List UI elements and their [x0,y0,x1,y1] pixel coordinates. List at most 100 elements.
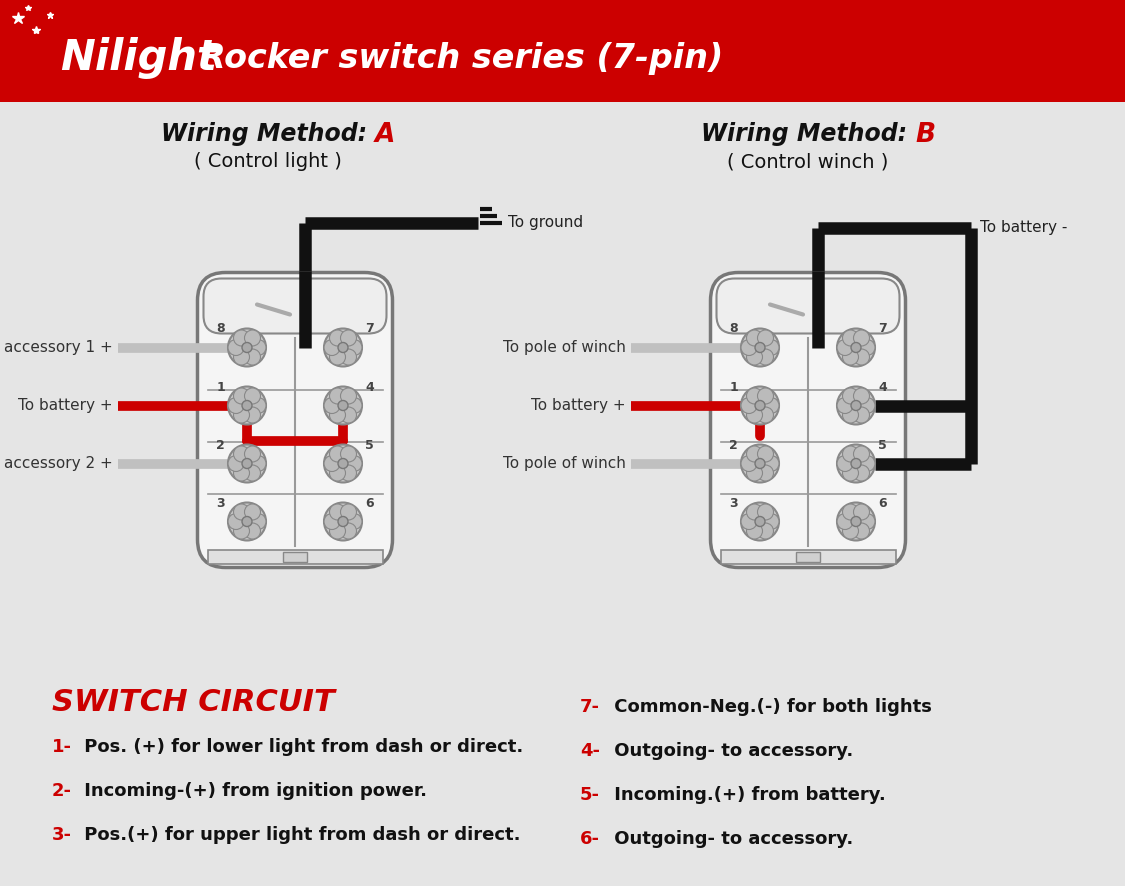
Circle shape [228,502,266,540]
Circle shape [747,523,763,539]
Circle shape [346,455,362,471]
Circle shape [330,388,345,404]
Circle shape [346,339,362,355]
Circle shape [324,445,362,483]
Circle shape [244,388,261,404]
Circle shape [854,330,870,346]
Text: 4: 4 [364,380,374,393]
Circle shape [747,465,763,481]
Circle shape [234,388,250,404]
Text: To battery +: To battery + [531,398,626,413]
Text: 8: 8 [216,323,225,336]
Circle shape [741,514,757,530]
Circle shape [234,523,250,539]
Text: To battery -: To battery - [981,220,1068,235]
Circle shape [228,339,244,355]
Text: Incoming.(+) from battery.: Incoming.(+) from battery. [608,786,885,804]
Circle shape [324,502,362,540]
Text: 2: 2 [216,439,225,452]
Circle shape [228,329,266,367]
Circle shape [757,330,774,346]
Circle shape [843,407,858,423]
Circle shape [330,523,345,539]
Text: 7-: 7- [580,698,600,716]
Circle shape [330,330,345,346]
Text: 5-: 5- [580,786,600,804]
Bar [796,551,820,562]
Circle shape [837,329,875,367]
FancyBboxPatch shape [717,278,900,333]
Circle shape [843,330,858,346]
Text: B: B [915,122,935,148]
Text: A: A [375,122,395,148]
Circle shape [242,343,252,353]
Text: Wiring Method:: Wiring Method: [161,122,376,146]
Text: 8: 8 [729,323,738,336]
Circle shape [741,339,757,355]
Bar [720,549,896,563]
Circle shape [324,386,362,424]
Circle shape [741,386,778,424]
Text: 5: 5 [364,439,374,452]
Text: 3: 3 [216,496,225,509]
Circle shape [242,400,252,410]
Circle shape [850,343,861,353]
Circle shape [763,339,778,355]
Text: Nilight: Nilight [60,37,217,79]
Circle shape [244,349,261,365]
Circle shape [250,339,266,355]
Circle shape [755,343,765,353]
Text: Pos.(+) for upper light from dash or direct.: Pos.(+) for upper light from dash or dir… [78,826,521,844]
Circle shape [854,349,870,365]
Circle shape [854,407,870,423]
Circle shape [338,400,348,410]
FancyBboxPatch shape [711,273,906,568]
Circle shape [341,446,357,462]
Circle shape [763,398,778,414]
Circle shape [741,455,757,471]
Circle shape [244,407,261,423]
Circle shape [850,458,861,469]
Circle shape [757,504,774,520]
Circle shape [850,400,861,410]
Circle shape [234,330,250,346]
Text: SWITCH CIRCUIT: SWITCH CIRCUIT [52,688,335,717]
Circle shape [330,446,345,462]
Circle shape [234,446,250,462]
Circle shape [755,400,765,410]
Circle shape [341,523,357,539]
Circle shape [244,330,261,346]
Circle shape [747,349,763,365]
Text: 3-: 3- [52,826,72,844]
Bar [0,0,1125,102]
Text: 2: 2 [729,439,738,452]
Text: Common-Neg.(-) for both lights: Common-Neg.(-) for both lights [608,698,931,716]
Text: To accessory 1 +: To accessory 1 + [0,340,112,355]
Circle shape [244,523,261,539]
Circle shape [338,517,348,526]
Circle shape [250,398,266,414]
Circle shape [757,407,774,423]
Circle shape [747,330,763,346]
Circle shape [234,407,250,423]
Text: Incoming-(+) from ignition power.: Incoming-(+) from ignition power. [78,782,428,800]
Circle shape [763,455,778,471]
Circle shape [324,514,340,530]
Circle shape [228,455,244,471]
Circle shape [850,517,861,526]
Text: 6-: 6- [580,830,600,848]
Circle shape [854,523,870,539]
Circle shape [860,514,875,530]
Circle shape [741,445,778,483]
Circle shape [330,349,345,365]
Text: 6: 6 [878,496,886,509]
Circle shape [837,502,875,540]
Circle shape [747,504,763,520]
Circle shape [843,446,858,462]
Circle shape [755,517,765,526]
Circle shape [244,446,261,462]
Text: 1: 1 [729,380,738,393]
Circle shape [843,523,858,539]
Circle shape [341,407,357,423]
Circle shape [250,514,266,530]
